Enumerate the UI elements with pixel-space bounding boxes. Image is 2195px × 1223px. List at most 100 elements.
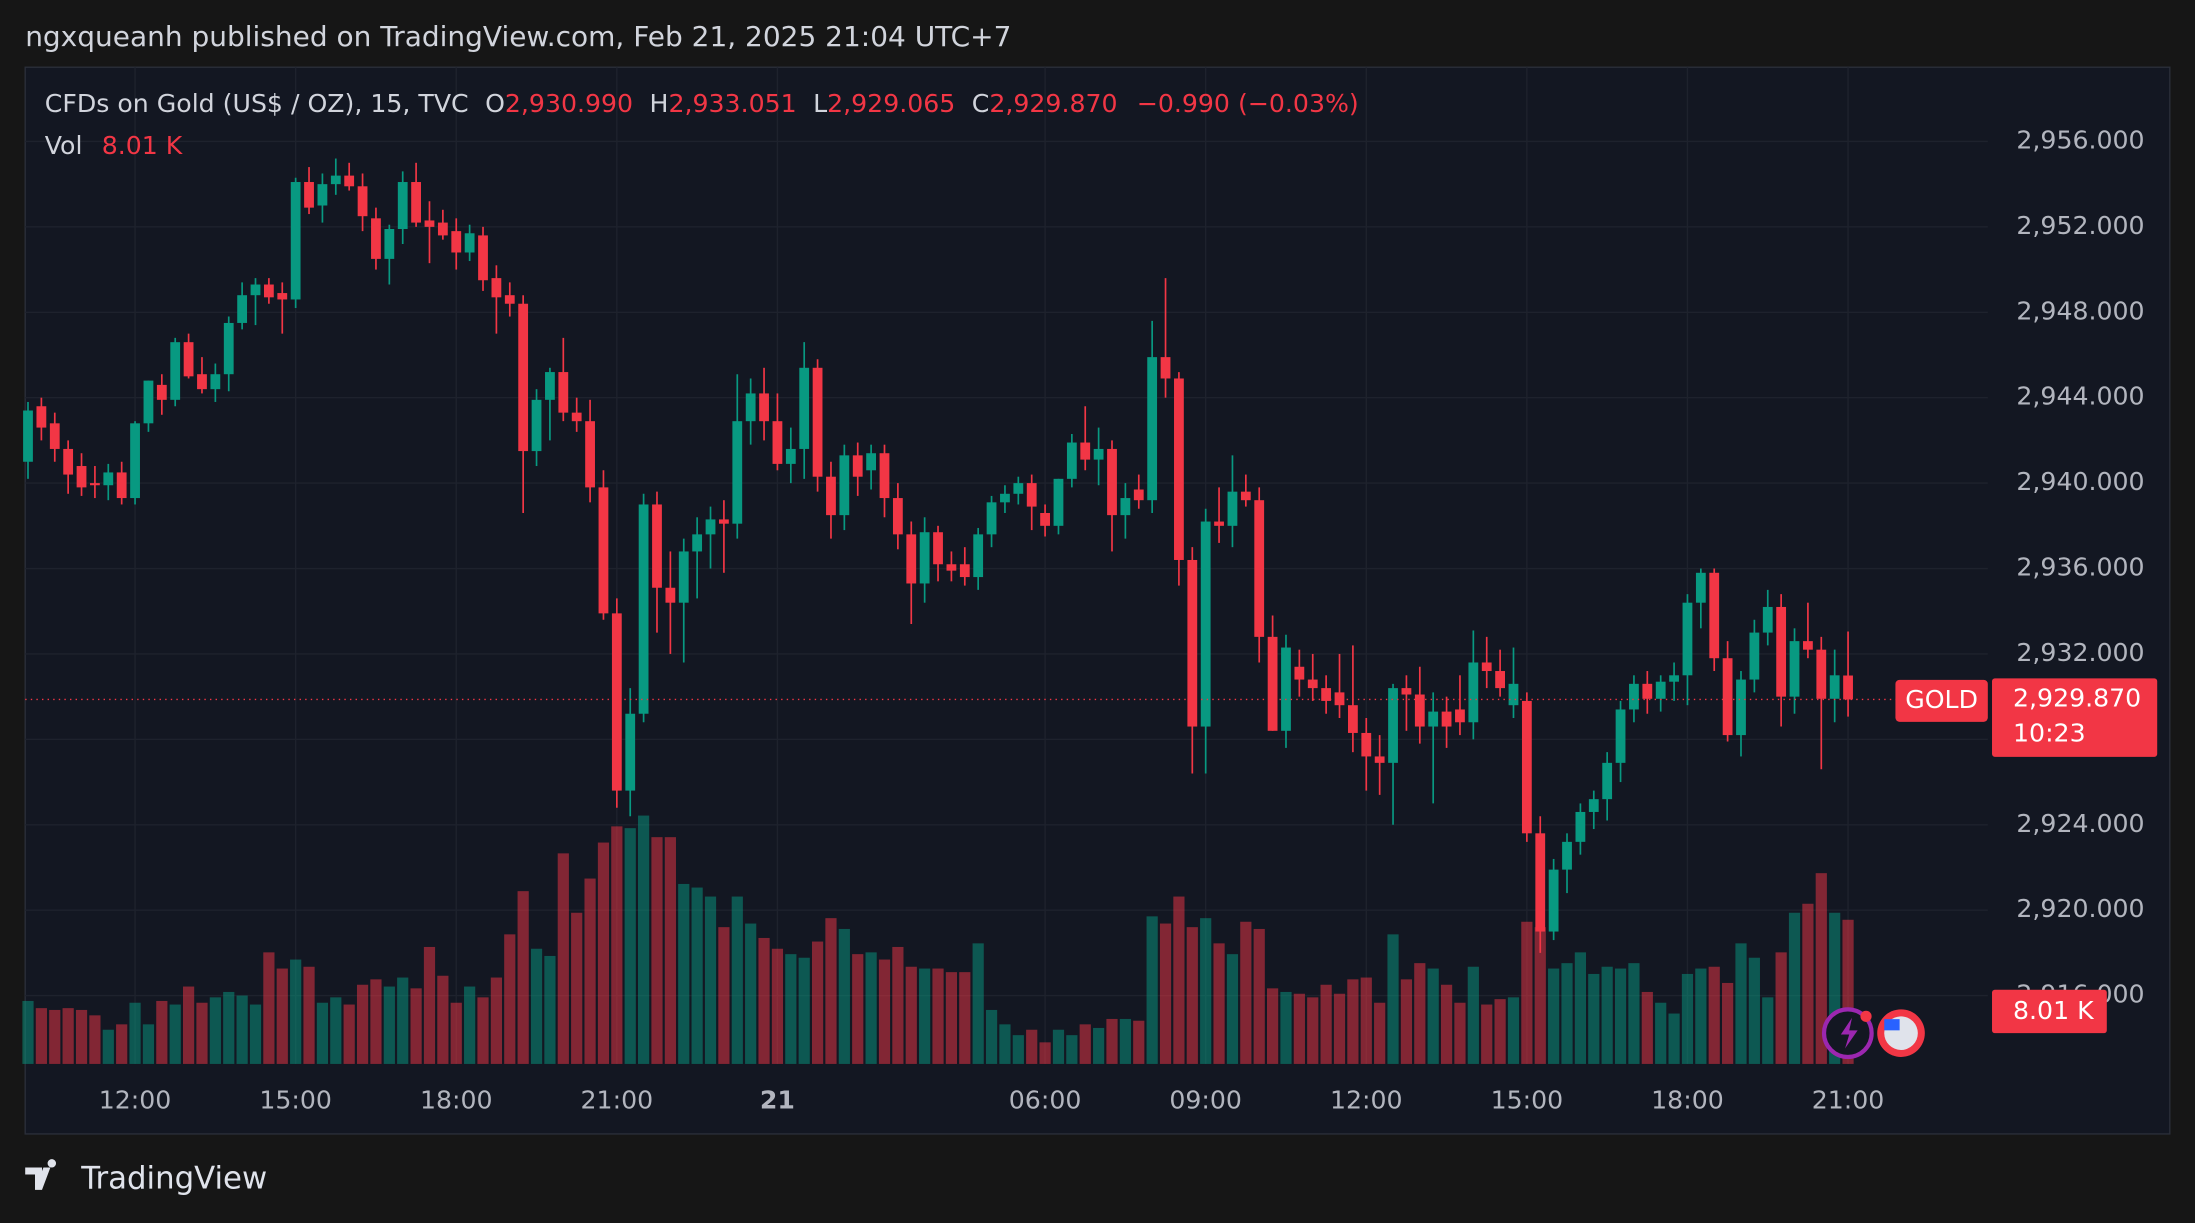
volume-legend: Vol 8.01 K [45,131,184,160]
volume-bar [1534,927,1546,1064]
volume-bar [1360,977,1372,1064]
volume-bar [410,988,422,1064]
candle-body [424,220,435,227]
candle-body [1013,483,1024,494]
volume-bar [1012,1035,1024,1064]
volume-bar [1106,1018,1118,1064]
candle-body [1816,649,1827,699]
candle-body [1066,442,1077,479]
candle-body [478,235,488,281]
volume-bar [1320,984,1332,1064]
candle-body [170,342,181,400]
candle-body [1508,683,1519,706]
legend-key: H [650,89,669,118]
candle-body [678,551,689,603]
volume-bar [1467,966,1479,1064]
volume-bar [651,837,663,1064]
volume-bar [450,1002,462,1064]
legend: CFDs on Gold (US$ / OZ), 15, TVC O2,930.… [45,89,1359,118]
volume-bar [142,1024,155,1064]
volume-bar [691,887,703,1064]
volume-bar [1026,1029,1038,1064]
candle-body [558,372,569,413]
candle-body [1294,666,1305,680]
y-tick-label: 2,948.000 [2016,296,2144,325]
candle-body [705,519,716,535]
candle-body [1535,833,1546,932]
candle-body [1334,692,1345,706]
volume-bar [490,977,502,1064]
volume-bar [892,946,904,1064]
symbol: CFDs on Gold (US$ / OZ), 15, TVC [45,89,469,118]
volume-bar [1213,943,1225,1064]
candle-body [437,222,448,236]
candle-body [598,487,609,614]
candle-body [1695,572,1706,603]
candle-body [759,393,769,422]
candle-body [1401,688,1412,695]
candle-body [1455,709,1465,723]
candle-body [892,498,903,535]
x-tick-label: 09:00 [1169,1086,1242,1115]
candle-body [1147,357,1158,501]
volume-bar [638,815,650,1064]
volume-bar [1842,919,1854,1064]
legend-value: 2,929.065 [827,89,955,118]
volume-bar [423,946,436,1064]
volume-bar [1762,997,1774,1064]
logo-icon [25,1159,57,1190]
candle-body [156,384,167,400]
volume-bar [852,954,864,1064]
volume-bar [557,853,569,1064]
volume-bar [905,966,917,1064]
volume-bar [464,986,476,1064]
volume-bar [825,918,837,1064]
volume-value: 8.01 K [102,131,184,160]
legend-value: 2,933.051 [668,89,796,118]
candle-body [1160,357,1171,379]
volume-bar [75,1009,88,1064]
volume-bar [182,986,195,1064]
volume-bar [209,997,221,1064]
volume-bar [1039,1042,1051,1064]
candle-body [732,421,743,524]
volume-bar [932,968,944,1064]
candle-body [1521,700,1532,834]
volume-bar [1440,984,1453,1064]
volume-bar [116,1024,128,1064]
volume-bar [1454,1002,1466,1064]
volume-bar [276,968,288,1064]
candle-body [197,374,207,390]
volume-bar [1628,963,1640,1064]
volume-bar [223,991,235,1064]
x-tick-label: 21 [760,1086,795,1115]
volume-bar [263,952,275,1064]
candle-body [1307,679,1318,689]
volume-bar [1066,1035,1078,1064]
publish-header: ngxqueanh published on TradingView.com, … [25,20,1011,53]
volume-bar [878,959,891,1064]
candle-body [933,532,943,565]
candle-body [1655,681,1666,699]
candle-body [49,423,60,449]
legend-key: C [972,89,990,118]
volume-bar [985,1009,998,1064]
candle-body [839,455,850,516]
volume-bar [1775,952,1787,1064]
volume-bar [1802,903,1814,1064]
candle-body [1026,483,1037,507]
x-tick-label: 21:00 [581,1086,654,1115]
candle-body [1267,636,1278,731]
candle-body [1093,448,1104,460]
candle-body [1107,448,1117,516]
y-tick-label: 2,936.000 [2016,553,2144,582]
volume-bar [1481,1004,1493,1064]
candle-body [1120,498,1131,516]
legend-value: 2,929.870 [989,89,1117,118]
volume-bar [1414,963,1426,1064]
candle-body [357,186,368,217]
y-tick-label: 2,940.000 [2016,467,2144,496]
candle-body [1615,709,1626,763]
x-tick-label: 18:00 [1651,1086,1724,1115]
